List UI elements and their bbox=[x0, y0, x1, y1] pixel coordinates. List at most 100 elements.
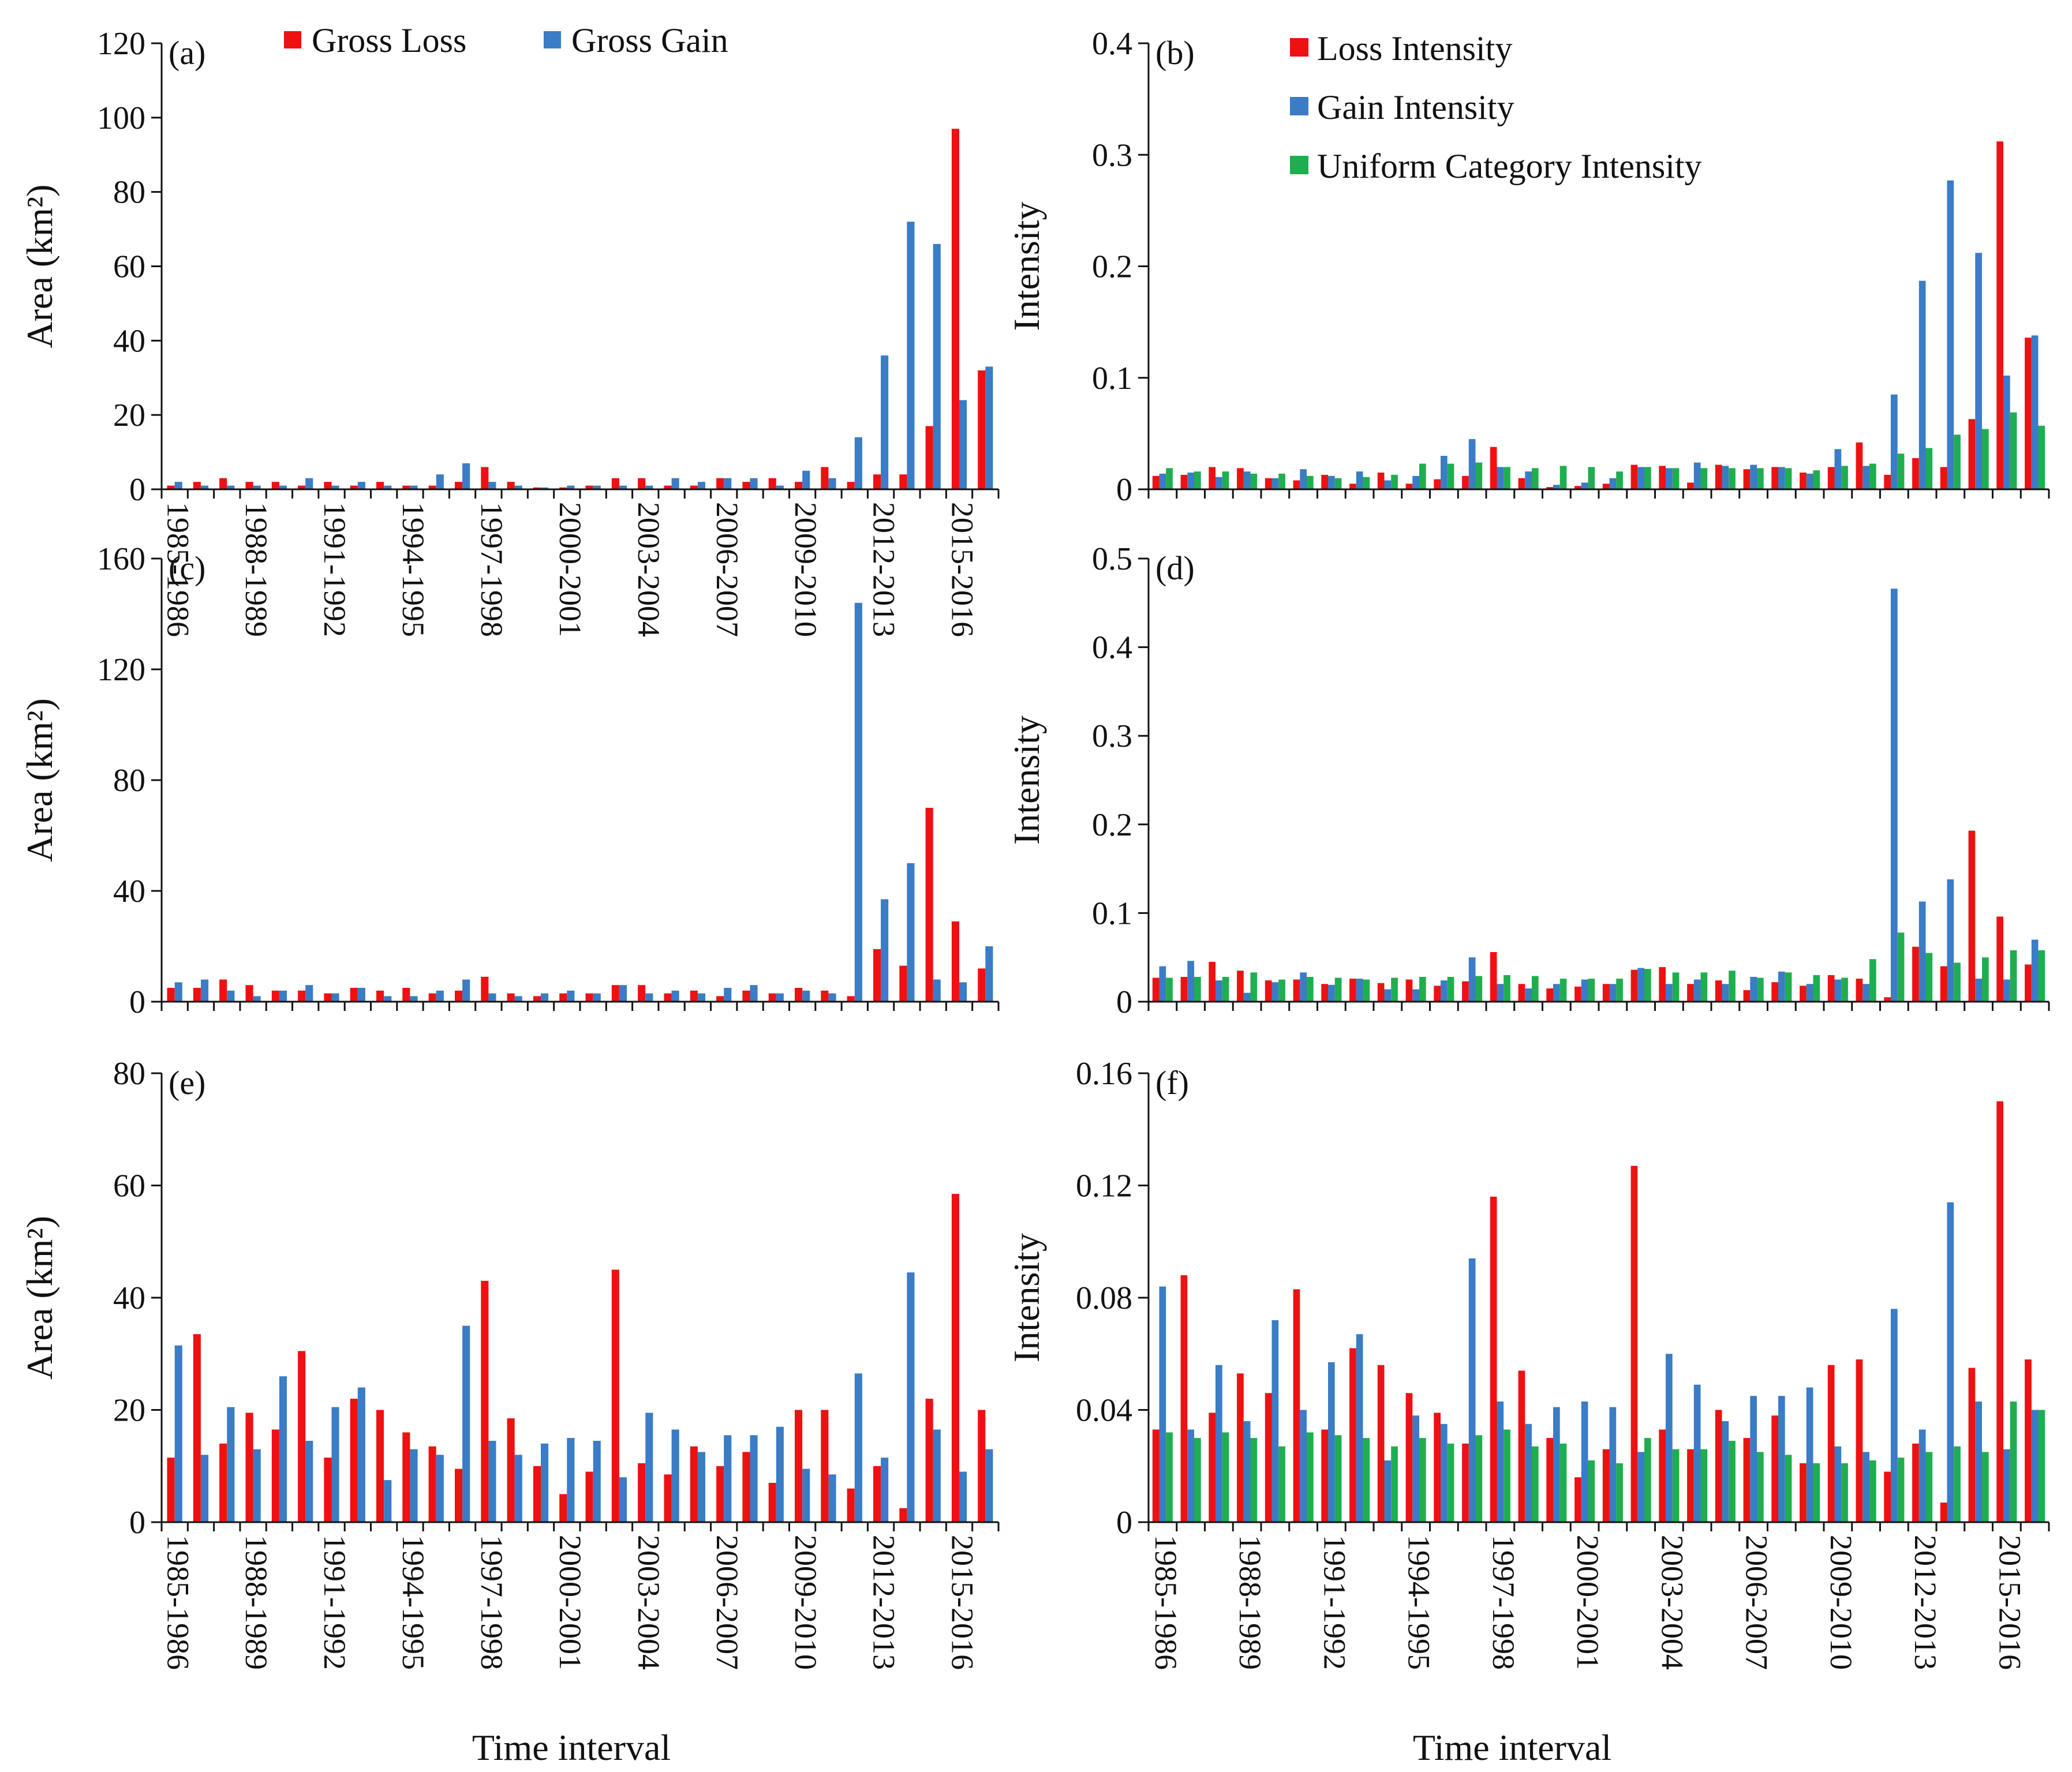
bar bbox=[1441, 456, 1448, 489]
y-tick-label: 0.12 bbox=[1076, 1168, 1132, 1204]
bar bbox=[227, 990, 235, 1002]
bar bbox=[828, 478, 836, 489]
bar bbox=[873, 949, 881, 1002]
bar bbox=[331, 485, 339, 489]
bar bbox=[1841, 977, 1848, 1002]
x-tick-label: 2015-2016 bbox=[945, 1535, 980, 1670]
y-tick-label: 40 bbox=[113, 1280, 145, 1316]
bar bbox=[436, 1455, 444, 1522]
bar bbox=[1384, 1460, 1392, 1522]
legend-area: Gross Loss Gross Gain bbox=[284, 21, 728, 59]
x-tick-label: 2015-2016 bbox=[945, 502, 980, 637]
bar bbox=[2010, 412, 2017, 489]
bar bbox=[1729, 971, 1736, 1002]
bar bbox=[1968, 1368, 1976, 1522]
bar bbox=[201, 485, 209, 489]
bar bbox=[1834, 1446, 1842, 1522]
bar bbox=[724, 988, 732, 1002]
bar bbox=[2025, 964, 2032, 1002]
bar bbox=[1785, 468, 1792, 489]
bar bbox=[1152, 475, 1160, 489]
bar bbox=[1743, 990, 1751, 1002]
bar bbox=[585, 1471, 593, 1522]
bar bbox=[1328, 984, 1335, 1002]
x-tick-label: 2000-2001 bbox=[553, 1535, 588, 1670]
x-tick-label: 1997-1998 bbox=[1486, 1535, 1521, 1670]
bar bbox=[384, 1480, 392, 1522]
bar bbox=[1405, 484, 1413, 489]
bar bbox=[768, 993, 776, 1002]
bar bbox=[1278, 1446, 1285, 1522]
bar bbox=[959, 982, 967, 1002]
bar bbox=[1912, 946, 1919, 1002]
bar bbox=[1574, 486, 1581, 489]
bar bbox=[1532, 468, 1539, 489]
bar bbox=[1419, 463, 1426, 489]
bar bbox=[664, 993, 672, 1002]
bar bbox=[593, 993, 601, 1002]
bar bbox=[854, 1373, 862, 1522]
x-tick-label: 2009-2010 bbox=[788, 1535, 823, 1670]
bar bbox=[1800, 1463, 1807, 1522]
bar bbox=[1187, 961, 1194, 1002]
y-tick-label: 0.3 bbox=[1092, 718, 1132, 754]
bar bbox=[193, 988, 201, 1002]
bar bbox=[1518, 1370, 1525, 1522]
bar bbox=[1356, 471, 1363, 489]
x-tick-label: 1988-1989 bbox=[239, 502, 274, 637]
bar bbox=[1813, 975, 1820, 1002]
bar bbox=[1391, 977, 1398, 1002]
bar bbox=[1180, 977, 1188, 1002]
bar bbox=[1525, 471, 1532, 489]
bar bbox=[1729, 1441, 1736, 1522]
bar bbox=[1209, 961, 1215, 1002]
bar bbox=[305, 478, 313, 489]
bar bbox=[357, 1387, 365, 1522]
bar bbox=[933, 979, 941, 1002]
bar bbox=[1700, 972, 1708, 1002]
bar bbox=[1996, 1101, 2003, 1522]
bar bbox=[1644, 1438, 1651, 1522]
x-tick-label: 2003-2004 bbox=[631, 1535, 666, 1670]
bar bbox=[350, 988, 358, 1002]
bar bbox=[2031, 1410, 2039, 1522]
bar bbox=[1884, 997, 1891, 1002]
bar bbox=[1975, 253, 1982, 489]
bar bbox=[245, 985, 253, 1002]
y-axis-title: Intensity bbox=[1006, 1233, 1047, 1362]
bar bbox=[455, 482, 463, 489]
bar bbox=[1412, 475, 1419, 489]
bar bbox=[1940, 467, 1947, 489]
bar bbox=[462, 463, 470, 489]
bar bbox=[1771, 467, 1778, 489]
bar bbox=[1503, 975, 1510, 1002]
bar bbox=[1475, 1435, 1483, 1522]
bar bbox=[1588, 1460, 1595, 1522]
bar bbox=[174, 982, 182, 1002]
bar bbox=[1293, 480, 1300, 489]
bar bbox=[1250, 972, 1258, 1002]
x-tick-label: 2003-2004 bbox=[631, 502, 666, 637]
bar bbox=[1891, 589, 1898, 1002]
bar bbox=[1715, 980, 1722, 1002]
bar bbox=[1237, 1373, 1244, 1522]
bar bbox=[219, 478, 227, 489]
bar bbox=[978, 370, 986, 489]
bar bbox=[533, 487, 541, 489]
x-tick-label: 1991-1992 bbox=[317, 502, 352, 637]
bar bbox=[907, 1272, 915, 1522]
bar bbox=[1659, 466, 1666, 489]
bar bbox=[1693, 979, 1701, 1002]
bar bbox=[664, 485, 672, 489]
bar bbox=[1391, 1446, 1398, 1522]
panel-f-chart: 0 0.04 0.08 0.12 0.16 1985-1986 1988-1989 1991-… bbox=[1006, 1056, 2050, 1670]
bar bbox=[1180, 474, 1188, 489]
bar bbox=[750, 478, 758, 489]
bar bbox=[1687, 482, 1694, 489]
bar bbox=[1757, 1452, 1764, 1522]
bar bbox=[1412, 989, 1419, 1002]
bar bbox=[1806, 984, 1813, 1002]
bar bbox=[611, 1269, 619, 1522]
bar bbox=[2003, 979, 2010, 1002]
bar bbox=[959, 1471, 967, 1522]
